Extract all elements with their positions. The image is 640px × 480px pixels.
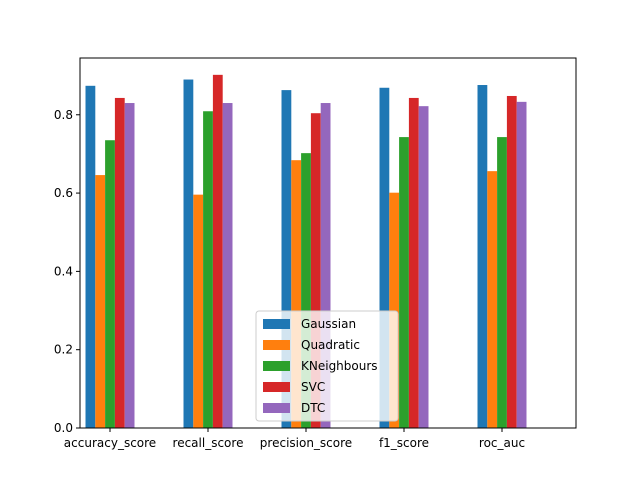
legend-label-gaussian: Gaussian (301, 317, 356, 331)
y-tick-label: 0.0 (54, 421, 73, 435)
legend-swatch-quadratic (263, 340, 290, 350)
legend-swatch-dtc (263, 403, 290, 413)
bar-dtc-accuracy_score (124, 103, 135, 428)
bar-quadratic-accuracy_score (95, 175, 106, 428)
bar-gaussian-roc_auc (477, 85, 488, 429)
y-tick-label: 0.8 (54, 108, 73, 122)
bar-dtc-f1_score (418, 106, 429, 428)
bar-quadratic-recall_score (193, 194, 204, 428)
x-tick-label-f1_score: f1_score (379, 436, 429, 450)
y-tick-label: 0.4 (54, 264, 73, 278)
x-axis: accuracy_score recall_score precision_scor… (64, 428, 525, 450)
legend-box (255, 310, 399, 422)
legend-label-quadratic: Quadratic (301, 338, 360, 352)
legend-swatch-kneighbours (263, 361, 290, 371)
bar-svc-accuracy_score (114, 97, 125, 428)
bar-svc-roc_auc (506, 95, 517, 428)
y-tick-label: 0.2 (54, 343, 73, 357)
bar-quadratic-roc_auc (487, 171, 498, 428)
legend: Gaussian Quadratic KNeighbours SVC DTC (255, 310, 399, 422)
bar-quadratic-precision_score (291, 160, 302, 428)
bar-svc-recall_score (212, 74, 223, 428)
x-tick-label-precision_score: precision_score (260, 436, 352, 450)
bar-kneighbours-precision_score (301, 153, 311, 428)
bar-gaussian-recall_score (183, 79, 194, 428)
bar-gaussian-precision_score (281, 90, 292, 429)
plot-frame (79, 57, 577, 429)
y-tick-label: 0.6 (54, 186, 73, 200)
x-tick-label-recall_score: recall_score (173, 436, 244, 450)
bar-kneighbours-f1_score (399, 137, 409, 428)
bars-group (85, 74, 527, 429)
legend-label-kneighbours: KNeighbours (301, 359, 378, 373)
bar-dtc-roc_auc (516, 101, 527, 428)
bar-gaussian-f1_score (379, 87, 390, 428)
bar-gaussian-accuracy_score (85, 85, 96, 429)
bar-kneighbours-roc_auc (497, 137, 507, 428)
x-tick-label-accuracy_score: accuracy_score (64, 436, 156, 450)
bar-kneighbours-recall_score (203, 111, 213, 428)
legend-swatch-gaussian (263, 319, 290, 329)
bar-svc-precision_score (310, 113, 321, 429)
bar-dtc-precision_score (320, 103, 331, 428)
x-tick-label-roc_auc: roc_auc (479, 436, 525, 450)
bar-quadratic-f1_score (389, 192, 400, 428)
y-axis: 0.0 0.2 0.4 0.6 0.8 (54, 108, 80, 435)
legend-label-svc: SVC (301, 380, 325, 394)
bar-kneighbours-accuracy_score (105, 140, 115, 428)
legend-swatch-svc (263, 382, 290, 392)
bar-svc-f1_score (408, 97, 419, 428)
legend-label-dtc: DTC (301, 401, 325, 415)
bar-dtc-recall_score (222, 103, 233, 428)
